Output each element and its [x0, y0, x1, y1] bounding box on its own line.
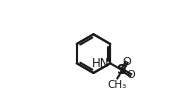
Text: O: O [122, 57, 131, 67]
Text: O: O [126, 70, 135, 80]
Text: CH₃: CH₃ [108, 80, 127, 90]
Text: HN: HN [92, 57, 109, 70]
Text: S: S [117, 63, 127, 77]
